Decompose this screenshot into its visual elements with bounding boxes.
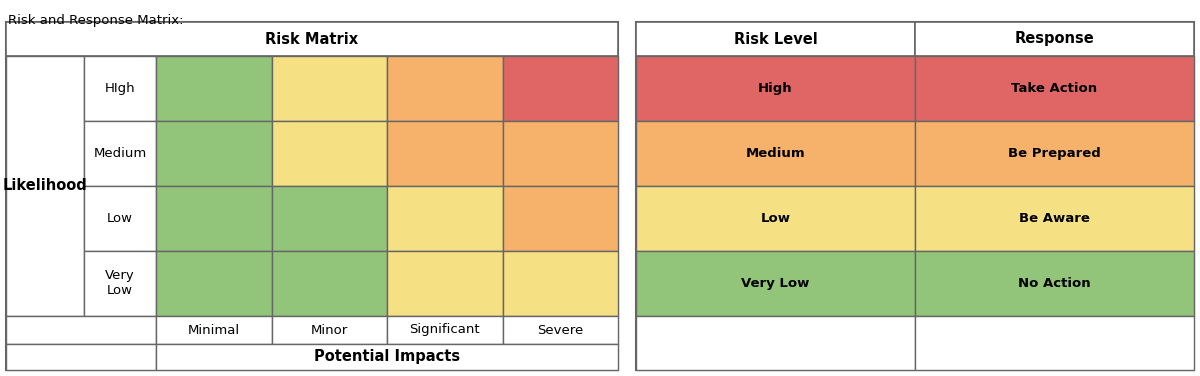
FancyBboxPatch shape [84, 186, 156, 251]
Text: Take Action: Take Action [1012, 82, 1098, 95]
FancyBboxPatch shape [84, 56, 156, 121]
FancyBboxPatch shape [156, 56, 271, 121]
FancyBboxPatch shape [503, 316, 618, 344]
FancyBboxPatch shape [636, 316, 916, 370]
Text: No Action: No Action [1018, 277, 1091, 290]
FancyBboxPatch shape [916, 251, 1194, 316]
Text: Medium: Medium [745, 147, 805, 160]
Text: Low: Low [107, 212, 133, 225]
Text: Severe: Severe [538, 323, 583, 337]
Text: Minimal: Minimal [187, 323, 240, 337]
FancyBboxPatch shape [84, 251, 156, 316]
Text: Low: Low [761, 212, 791, 225]
Text: Be Prepared: Be Prepared [1008, 147, 1100, 160]
FancyBboxPatch shape [636, 251, 916, 316]
Text: Potential Impacts: Potential Impacts [314, 350, 460, 364]
Text: Minor: Minor [311, 323, 348, 337]
FancyBboxPatch shape [6, 344, 156, 370]
FancyBboxPatch shape [386, 251, 503, 316]
Text: Risk Level: Risk Level [733, 32, 817, 47]
Text: HIgh: HIgh [104, 82, 136, 95]
FancyBboxPatch shape [636, 22, 916, 56]
FancyBboxPatch shape [503, 56, 618, 121]
Text: Significant: Significant [409, 323, 480, 337]
FancyBboxPatch shape [156, 316, 271, 344]
FancyBboxPatch shape [271, 186, 386, 251]
FancyBboxPatch shape [916, 121, 1194, 186]
FancyBboxPatch shape [386, 186, 503, 251]
FancyBboxPatch shape [271, 121, 386, 186]
FancyBboxPatch shape [6, 316, 156, 344]
FancyBboxPatch shape [503, 186, 618, 251]
FancyBboxPatch shape [271, 251, 386, 316]
Text: Response: Response [1015, 32, 1094, 47]
FancyBboxPatch shape [503, 121, 618, 186]
FancyBboxPatch shape [156, 121, 271, 186]
FancyBboxPatch shape [636, 186, 916, 251]
FancyBboxPatch shape [916, 56, 1194, 121]
FancyBboxPatch shape [84, 121, 156, 186]
Text: Medium: Medium [94, 147, 146, 160]
FancyBboxPatch shape [503, 251, 618, 316]
FancyBboxPatch shape [386, 316, 503, 344]
Text: Be Aware: Be Aware [1019, 212, 1090, 225]
FancyBboxPatch shape [6, 22, 618, 370]
FancyBboxPatch shape [636, 121, 916, 186]
FancyBboxPatch shape [386, 121, 503, 186]
Text: Very
Low: Very Low [106, 270, 134, 297]
FancyBboxPatch shape [636, 56, 916, 121]
Text: Likelihood: Likelihood [2, 179, 88, 194]
FancyBboxPatch shape [271, 56, 386, 121]
FancyBboxPatch shape [156, 251, 271, 316]
Text: High: High [758, 82, 793, 95]
FancyBboxPatch shape [636, 22, 1194, 370]
FancyBboxPatch shape [916, 22, 1194, 56]
Text: Risk Matrix: Risk Matrix [265, 32, 359, 47]
FancyBboxPatch shape [156, 186, 271, 251]
FancyBboxPatch shape [916, 186, 1194, 251]
FancyBboxPatch shape [6, 56, 84, 316]
FancyBboxPatch shape [271, 316, 386, 344]
FancyBboxPatch shape [916, 316, 1194, 370]
Text: Risk and Response Matrix:: Risk and Response Matrix: [8, 14, 184, 27]
FancyBboxPatch shape [6, 22, 618, 56]
Text: Very Low: Very Low [742, 277, 810, 290]
FancyBboxPatch shape [386, 56, 503, 121]
FancyBboxPatch shape [156, 344, 618, 370]
